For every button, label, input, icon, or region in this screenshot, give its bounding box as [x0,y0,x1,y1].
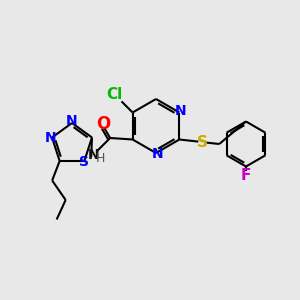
Text: N: N [88,148,99,161]
Text: O: O [96,115,111,133]
Text: N: N [45,130,56,145]
Text: F: F [241,168,251,183]
Text: N: N [175,104,187,118]
Text: N: N [66,115,78,128]
Text: N: N [152,148,163,161]
Text: S: S [79,155,89,170]
Text: Cl: Cl [106,87,123,102]
Text: H: H [95,152,105,165]
Text: S: S [196,135,207,150]
